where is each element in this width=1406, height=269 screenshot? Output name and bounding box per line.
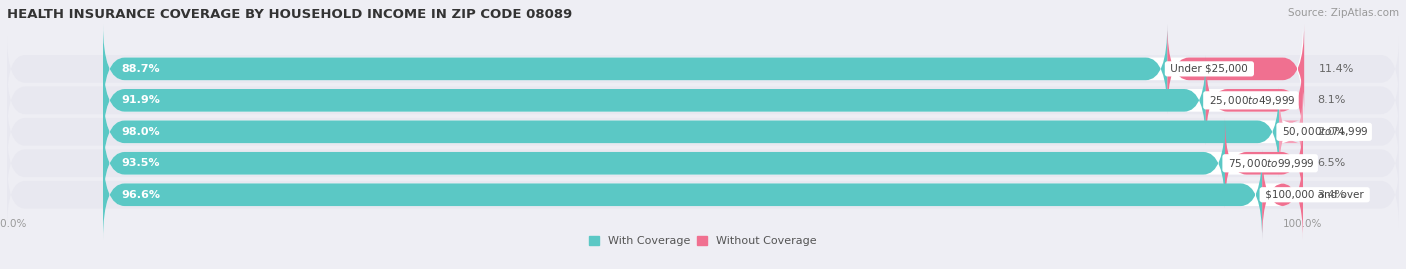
FancyBboxPatch shape: [103, 24, 1303, 114]
FancyBboxPatch shape: [1279, 87, 1303, 177]
Text: $25,000 to $49,999: $25,000 to $49,999: [1206, 94, 1296, 107]
FancyBboxPatch shape: [7, 98, 1399, 165]
FancyBboxPatch shape: [103, 55, 1206, 146]
Text: $100,000 and over: $100,000 and over: [1263, 190, 1367, 200]
FancyBboxPatch shape: [103, 55, 1303, 146]
FancyBboxPatch shape: [7, 130, 1399, 197]
Text: $75,000 to $99,999: $75,000 to $99,999: [1225, 157, 1316, 170]
Text: 96.6%: 96.6%: [121, 190, 160, 200]
Text: $50,000 to $74,999: $50,000 to $74,999: [1279, 125, 1369, 138]
Text: Source: ZipAtlas.com: Source: ZipAtlas.com: [1288, 8, 1399, 18]
FancyBboxPatch shape: [1225, 118, 1303, 208]
FancyBboxPatch shape: [7, 36, 1399, 102]
FancyBboxPatch shape: [103, 87, 1303, 177]
FancyBboxPatch shape: [1167, 24, 1305, 114]
FancyBboxPatch shape: [103, 118, 1225, 208]
Legend: With Coverage, Without Coverage: With Coverage, Without Coverage: [589, 236, 817, 246]
Text: HEALTH INSURANCE COVERAGE BY HOUSEHOLD INCOME IN ZIP CODE 08089: HEALTH INSURANCE COVERAGE BY HOUSEHOLD I…: [7, 8, 572, 21]
Text: 11.4%: 11.4%: [1319, 64, 1354, 74]
Text: 93.5%: 93.5%: [121, 158, 159, 168]
FancyBboxPatch shape: [103, 87, 1279, 177]
FancyBboxPatch shape: [103, 118, 1303, 208]
FancyBboxPatch shape: [1206, 55, 1303, 146]
FancyBboxPatch shape: [1263, 150, 1303, 240]
Text: 98.0%: 98.0%: [121, 127, 160, 137]
Text: 2.0%: 2.0%: [1317, 127, 1346, 137]
FancyBboxPatch shape: [103, 150, 1263, 240]
Text: 88.7%: 88.7%: [121, 64, 160, 74]
FancyBboxPatch shape: [103, 150, 1303, 240]
FancyBboxPatch shape: [7, 67, 1399, 134]
Text: 91.9%: 91.9%: [121, 95, 160, 105]
Text: Under $25,000: Under $25,000: [1167, 64, 1251, 74]
FancyBboxPatch shape: [103, 24, 1167, 114]
Text: 3.4%: 3.4%: [1317, 190, 1346, 200]
Text: 8.1%: 8.1%: [1317, 95, 1346, 105]
FancyBboxPatch shape: [7, 161, 1399, 228]
Text: 6.5%: 6.5%: [1317, 158, 1346, 168]
